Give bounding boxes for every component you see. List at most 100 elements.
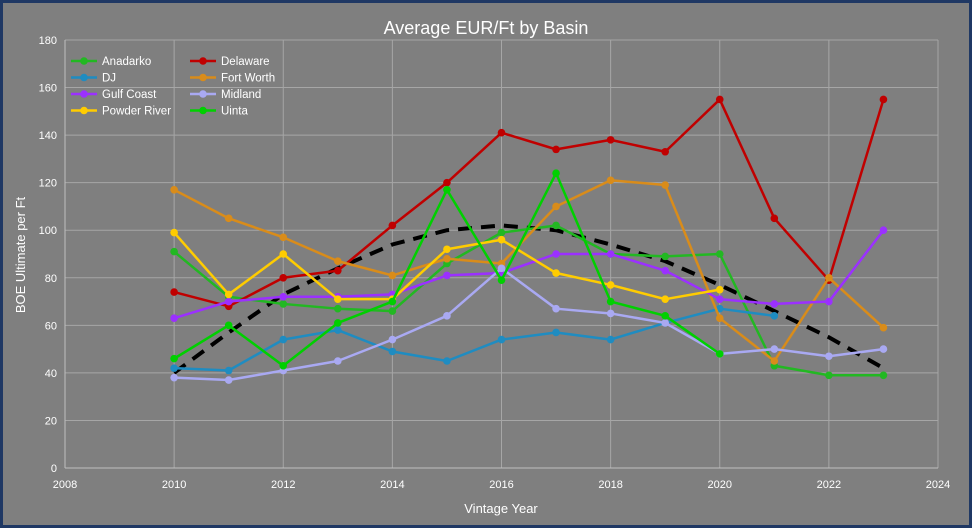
point-delaware-2021 <box>770 214 779 223</box>
point-uinta-2020 <box>715 350 724 358</box>
point-uinta-2014 <box>388 297 397 306</box>
point-delaware-2012 <box>279 273 288 282</box>
point-powder-river-2020 <box>715 285 724 294</box>
legend-marker-gulf-coast <box>80 90 88 98</box>
series-delaware <box>170 95 888 311</box>
legend: Anadarko Delaware DJ Fort Worth Gulf Coast Mi… <box>71 56 275 118</box>
point-uinta-2013 <box>334 319 342 327</box>
point-midland-2010 <box>170 373 178 382</box>
point-gulf-coast-2020 <box>715 295 724 303</box>
point-delaware-2020 <box>715 95 724 104</box>
legend-marker-fort-worth <box>199 73 207 82</box>
y-tick-label-8: 160 <box>39 83 57 95</box>
x-tick-label-1: 2010 <box>162 479 186 491</box>
point-midland-2018 <box>606 309 615 318</box>
point-fort-worth-2022 <box>825 273 833 282</box>
point-uinta-2016 <box>497 276 506 284</box>
x-tick-label-5: 2018 <box>598 479 622 491</box>
point-dj-2012 <box>279 335 288 344</box>
point-midland-2023 <box>879 345 888 353</box>
point-uinta-2015 <box>443 186 451 194</box>
point-midland-2016 <box>497 264 506 273</box>
point-midland-2017 <box>552 304 560 313</box>
point-powder-river-2010 <box>170 228 178 237</box>
point-powder-river-2017 <box>552 269 560 277</box>
legend-marker-anadarko <box>80 57 88 65</box>
point-dj-2010 <box>170 364 178 372</box>
series-powder-river <box>170 228 724 303</box>
point-gulf-coast-2019 <box>661 266 669 275</box>
series-line-gulf-coast <box>173 229 885 320</box>
point-powder-river-2015 <box>443 245 451 254</box>
point-anadarko-2020 <box>715 250 724 258</box>
series-line-midland <box>174 267 884 382</box>
series-line-delaware <box>173 98 885 308</box>
point-delaware-2018 <box>606 136 615 144</box>
series-layer <box>170 95 888 384</box>
point-powder-river-2013 <box>334 295 342 303</box>
point-fort-worth-2023 <box>879 323 888 332</box>
point-gulf-coast-2015 <box>443 271 451 280</box>
point-gulf-coast-2017 <box>552 250 560 258</box>
point-dj-2016 <box>497 335 506 344</box>
y-tick-label-5: 100 <box>39 225 57 237</box>
point-uinta-2010 <box>170 354 178 363</box>
legend-marker-midland <box>199 90 207 98</box>
point-gulf-coast-2011 <box>224 297 233 306</box>
point-dj-2013 <box>334 326 342 334</box>
x-tick-label-0: 2008 <box>53 479 77 491</box>
y-tick-label-2: 40 <box>45 368 57 380</box>
point-fort-worth-2015 <box>443 254 451 263</box>
point-uinta-2011 <box>224 321 233 330</box>
point-gulf-coast-2021 <box>770 300 779 308</box>
x-tick-label-4: 2016 <box>489 479 513 491</box>
point-delaware-2019 <box>661 147 669 156</box>
point-powder-river-2016 <box>497 235 506 244</box>
legend-label-delaware: Delaware <box>221 56 270 68</box>
point-anadarko-2022 <box>825 371 833 380</box>
point-gulf-coast-2010 <box>170 314 178 323</box>
point-midland-2022 <box>825 352 833 361</box>
legend-marker-dj <box>80 73 88 82</box>
chart-title: Average EUR/Ft by Basin <box>384 18 589 38</box>
legend-marker-uinta <box>199 106 207 115</box>
series-fort-worth <box>170 176 888 365</box>
point-delaware-2017 <box>552 145 560 154</box>
point-delaware-2023 <box>879 95 888 104</box>
x-tick-label-2: 2012 <box>271 479 295 491</box>
point-uinta-2012 <box>279 361 288 370</box>
point-delaware-2015 <box>443 178 451 187</box>
point-uinta-2018 <box>606 297 615 306</box>
y-axis-label: BOE Ultimate per Ft <box>13 196 28 313</box>
point-anadarko-2023 <box>879 371 888 380</box>
axes: 0 20 40 60 80 100 120 140 160 180 2008 2010 2012 2014… <box>39 35 951 491</box>
point-fort-worth-2020 <box>715 314 724 323</box>
series-uinta <box>170 169 724 370</box>
legend-label-uinta: Uinta <box>221 106 248 118</box>
legend-label-dj: DJ <box>102 73 116 85</box>
point-fort-worth-2014 <box>388 271 397 280</box>
series-gulf-coast <box>170 226 888 323</box>
eur-line-chart: Average EUR/Ft by Basin 0 20 40 60 80 100 120 1… <box>13 18 951 516</box>
series-line-anadarko <box>173 224 884 377</box>
y-tick-label-4: 80 <box>45 273 57 285</box>
point-anadarko-2019 <box>661 252 669 261</box>
point-uinta-2019 <box>661 312 669 320</box>
point-midland-2014 <box>388 335 397 344</box>
point-gulf-coast-2018 <box>606 250 615 258</box>
legend-label-fort-worth: Fort Worth <box>221 73 275 85</box>
y-tick-label-7: 140 <box>39 130 57 142</box>
legend-label-anadarko: Anadarko <box>102 56 151 68</box>
point-delaware-2010 <box>170 288 178 296</box>
legend-label-midland: Midland <box>221 89 261 101</box>
point-fort-worth-2012 <box>279 233 288 242</box>
series-line-fort-worth <box>173 179 885 363</box>
point-powder-river-2018 <box>606 281 615 289</box>
point-midland-2013 <box>334 357 342 365</box>
point-fort-worth-2010 <box>170 186 178 194</box>
point-gulf-coast-2023 <box>879 226 888 235</box>
point-anadarko-2014 <box>388 307 397 315</box>
point-delaware-2016 <box>497 128 506 137</box>
point-dj-2021 <box>770 312 779 320</box>
